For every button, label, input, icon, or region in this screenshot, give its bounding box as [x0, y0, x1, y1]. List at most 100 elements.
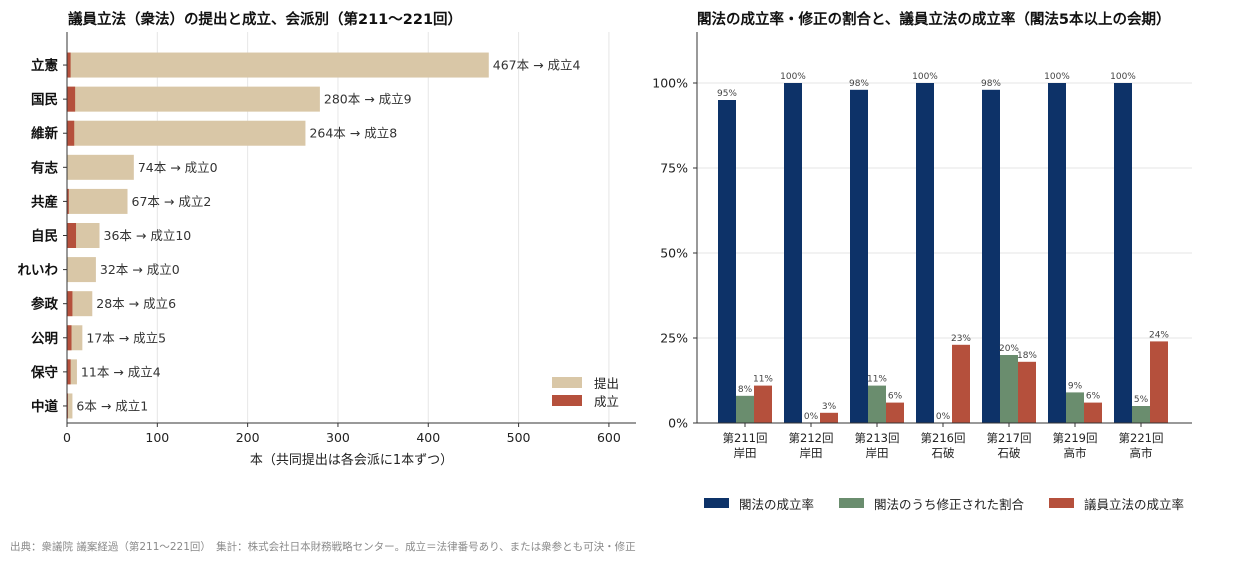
bar-submitted-1	[67, 86, 320, 112]
legend-swatch-cabinet-amended	[839, 498, 865, 508]
x-tick-label: 400	[416, 430, 440, 445]
x-tick-label: 100	[145, 430, 169, 445]
bar-series0-6	[1114, 83, 1132, 423]
legend-label-submitted: 提出	[594, 375, 620, 391]
x-tick-label-line2-5: 高市	[1064, 446, 1087, 460]
y-tick-label-8: 公明	[31, 331, 58, 347]
bar-series1-0	[736, 395, 754, 423]
x-tick-label: 200	[236, 430, 260, 445]
left-chart-legend: 提出 成立	[552, 373, 619, 409]
x-tick-label-line1-5: 第219回	[1053, 431, 1098, 445]
bar-label-6: 32本 → 成立0	[100, 262, 180, 277]
x-tick-label-line2-4: 石破	[998, 446, 1021, 460]
x-tick-label: 600	[597, 430, 621, 445]
bar-submitted-6	[67, 257, 96, 283]
legend-swatch-cabinet-pass-rate	[704, 498, 729, 508]
bar-series1-5	[1066, 392, 1084, 423]
x-tick-label-line2-6: 高市	[1130, 446, 1153, 460]
legend-item-submitted: 提出	[552, 373, 619, 391]
bar-series1-2	[868, 385, 886, 423]
bar-submitted-2	[67, 120, 306, 146]
bar-label-4: 67本 → 成立2	[132, 194, 212, 209]
y-tick-label: 100%	[652, 76, 688, 91]
x-tick-label-line1-6: 第221回	[1119, 431, 1164, 445]
bar-passed-7	[67, 291, 73, 317]
right-chart-title: 閣法の成立率・修正の割合と、議員立法の成立率（閣法5本以上の会期）	[697, 12, 1171, 28]
x-tick-label-line1-4: 第217回	[987, 431, 1032, 445]
y-tick-label-10: 中道	[31, 398, 58, 415]
y-tick-label-2: 維新	[31, 125, 58, 142]
value-label-series1-1: 0%	[804, 412, 819, 422]
bar-series1-4	[1000, 355, 1018, 423]
legend-item-cabinet-amended: 閣法のうち修正された割合	[839, 494, 1024, 512]
legend-label-cabinet-pass-rate: 閣法の成立率	[739, 496, 815, 512]
right-chart-legend: 閣法の成立率 閣法のうち修正された割合 議員立法の成立率	[704, 494, 1184, 512]
bar-passed-2	[67, 120, 75, 146]
bar-passed-8	[67, 325, 72, 351]
bar-label-2: 264本 → 成立8	[309, 126, 397, 141]
value-label-series2-6: 24%	[1149, 330, 1169, 340]
bar-submitted-0	[67, 52, 489, 78]
y-tick-label-7: 参政	[31, 296, 58, 313]
bar-series0-2	[850, 89, 868, 424]
legend-item-member-pass-rate: 議員立法の成立率	[1049, 494, 1184, 512]
bar-series1-6	[1132, 406, 1150, 423]
bar-label-3: 74本 → 成立0	[138, 160, 218, 175]
value-label-series2-1: 3%	[822, 402, 837, 412]
y-tick-label-5: 自民	[31, 228, 58, 245]
y-tick-label-4: 共産	[31, 193, 58, 210]
y-tick-label-1: 国民	[31, 92, 58, 108]
value-label-series1-2: 11%	[867, 375, 887, 385]
y-tick-label-3: 有志	[31, 159, 58, 176]
y-tick-label: 75%	[660, 161, 688, 176]
legend-label-passed: 成立	[594, 393, 620, 409]
x-tick-label-line2-0: 岸田	[734, 446, 757, 460]
value-label-series0-3: 100%	[912, 72, 938, 82]
value-label-series1-5: 9%	[1068, 381, 1083, 391]
bar-passed-4	[67, 188, 69, 214]
legend-swatch-passed	[552, 394, 582, 406]
bar-series2-3	[952, 344, 970, 423]
value-label-series1-6: 5%	[1134, 395, 1149, 405]
value-label-series0-2: 98%	[849, 79, 869, 89]
value-label-series0-0: 95%	[717, 89, 737, 99]
bar-series2-4	[1018, 361, 1036, 423]
y-tick-label-9: 保守	[30, 364, 58, 381]
x-tick-label-line2-1: 岸田	[800, 446, 823, 460]
bar-series2-0	[754, 385, 772, 423]
value-label-series0-5: 100%	[1044, 72, 1070, 82]
value-label-series1-0: 8%	[738, 385, 753, 395]
value-label-series0-6: 100%	[1110, 72, 1136, 82]
bar-passed-5	[67, 223, 77, 248]
x-tick-label-line1-0: 第211回	[723, 431, 768, 445]
x-tick-label: 500	[507, 430, 531, 445]
bar-label-7: 28本 → 成立6	[96, 296, 176, 311]
value-label-series2-3: 23%	[951, 334, 971, 344]
bar-passed-1	[67, 86, 76, 112]
value-label-series1-4: 20%	[999, 344, 1019, 354]
x-tick-label: 0	[63, 430, 71, 445]
bar-passed-9	[67, 359, 71, 385]
bar-label-5: 36本 → 成立10	[104, 228, 192, 243]
bar-series2-1	[820, 412, 838, 423]
legend-item-passed: 成立	[552, 391, 619, 409]
bar-series0-1	[784, 83, 802, 423]
bar-submitted-4	[67, 188, 128, 214]
bar-submitted-9	[67, 359, 77, 385]
left-x-axis-label: 本（共同提出は各会派に1本ずつ）	[250, 452, 453, 468]
bar-label-1: 280本 → 成立9	[324, 92, 412, 107]
legend-label-cabinet-amended: 閣法のうち修正された割合	[874, 496, 1025, 512]
bar-series0-4	[982, 89, 1000, 424]
bar-label-10: 6本 → 成立1	[76, 398, 148, 413]
bar-series2-2	[886, 402, 904, 423]
bar-submitted-3	[67, 154, 134, 180]
x-tick-label: 300	[326, 430, 350, 445]
value-label-series2-2: 6%	[888, 392, 903, 402]
y-tick-label-0: 立憲	[31, 57, 58, 74]
x-tick-label-line1-2: 第213回	[855, 431, 900, 445]
value-label-series2-5: 6%	[1086, 392, 1101, 402]
source-footnote: 出典：衆議院 議案経過（第211〜221回） 集計：株式会社日本財務戦略センター…	[10, 541, 636, 553]
x-tick-label-line2-3: 石破	[932, 446, 955, 460]
y-tick-label: 25%	[660, 331, 688, 346]
